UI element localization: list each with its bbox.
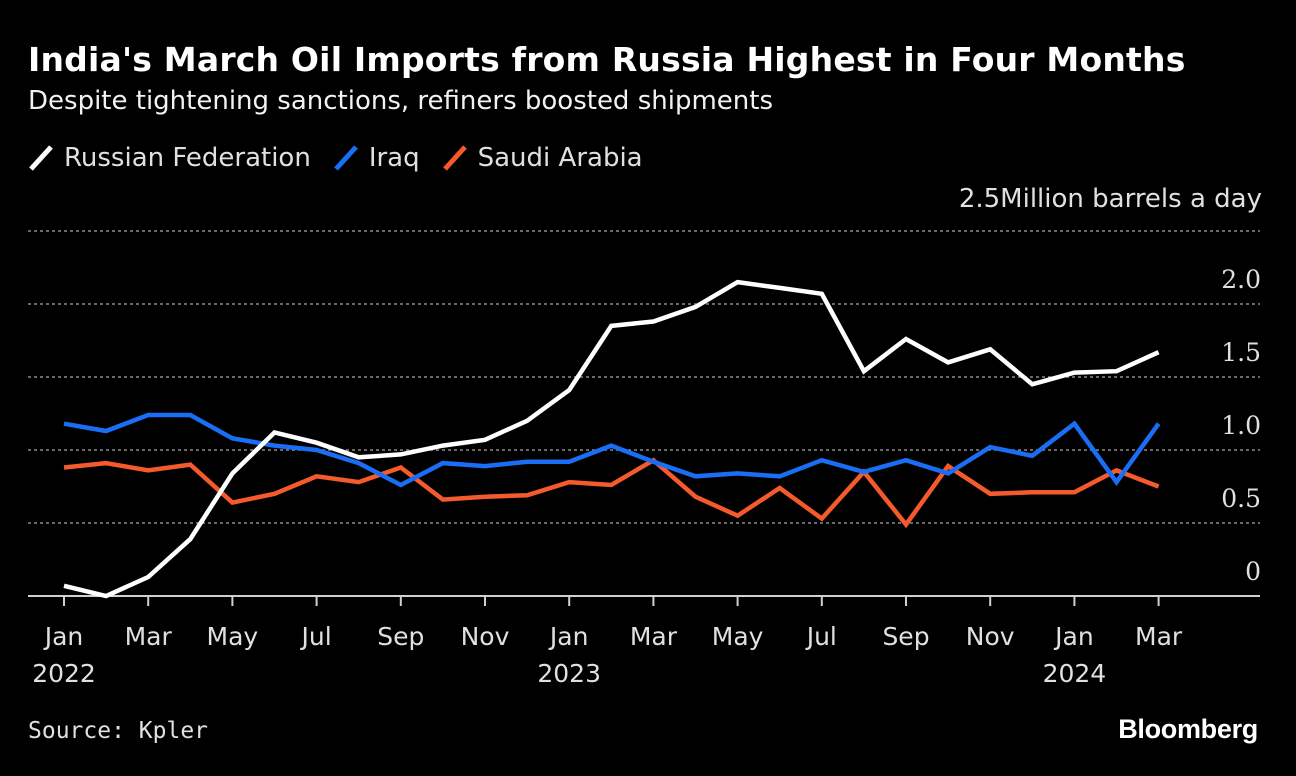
x-tick-label-2022-03: Mar (125, 622, 173, 651)
legend-item-russian-federation: Russian Federation (28, 143, 311, 173)
x-tick-label-2022-05: May (207, 622, 259, 651)
y-tick-label-2.0: 2.0 (1221, 265, 1261, 294)
y-tick-label-1.0: 1.0 (1221, 411, 1261, 440)
y-axis-unit-label: 2.5Million barrels a day (959, 184, 1262, 214)
x-axis-tick-labels: Jan 2022 Mar May Jul Sep Nov Jan 2023 Mar May Jul Se… (32, 596, 1183, 688)
y-tick-label-0: 0 (1245, 557, 1261, 586)
chart-subtitle: Despite tightening sanctions, refiners b… (28, 86, 773, 116)
series-line-russian-federation (63, 279, 1160, 599)
series-line-saudi-arabia (63, 457, 1160, 529)
x-tick-label-2024-01: Jan (1053, 622, 1094, 651)
x-year-label-2022: 2022 (32, 659, 96, 688)
x-year-label-2023: 2023 (537, 659, 601, 688)
grid-lines (28, 230, 1260, 524)
legend-label-saudi-arabia: Saudi Arabia (477, 143, 643, 173)
x-tick-label-2023-01: Jan (548, 622, 589, 651)
y-tick-label-top: 2.5 (958, 184, 1001, 214)
legend-label-iraq: Iraq (368, 143, 420, 173)
legend-swatch-saudi-arabia (442, 145, 467, 171)
x-tick-label-2023-05: May (712, 622, 764, 651)
chart-title: India's March Oil Imports from Russia Hi… (28, 40, 1186, 79)
x-tick-label-2024-03: Mar (1135, 622, 1183, 651)
bloomberg-logo: Bloomberg (1118, 714, 1258, 744)
x-tick-label-2023-09: Sep (882, 622, 929, 651)
source-note: Source: Kpler (28, 718, 209, 744)
y-axis-tick-labels: 0 0.5 1.0 1.5 2.0 (1221, 265, 1261, 586)
x-tick-label-2022-01: Jan (43, 622, 84, 651)
x-tick-label-2023-03: Mar (630, 622, 678, 651)
series-line-iraq (63, 412, 1161, 488)
y-tick-label-1.5: 1.5 (1221, 338, 1261, 367)
x-tick-label-2022-09: Sep (377, 622, 424, 651)
x-tick-label-2022-11: Nov (461, 622, 510, 651)
x-tick-label-2022-07: Jul (300, 622, 332, 651)
y-axis-unit: Million barrels a day (1000, 184, 1262, 214)
x-tick-label-2023-07: Jul (805, 622, 837, 651)
x-year-label-2024: 2024 (1043, 659, 1107, 688)
legend-item-iraq: Iraq (333, 143, 420, 173)
y-tick-label-0.5: 0.5 (1221, 484, 1261, 513)
legend: Russian Federation Iraq Saudi Arabia (28, 140, 665, 176)
legend-item-saudi-arabia: Saudi Arabia (442, 143, 643, 173)
legend-swatch-russian-federation (29, 145, 53, 171)
legend-swatch-iraq (333, 145, 358, 171)
series-lines (63, 279, 1161, 599)
legend-label-russian-federation: Russian Federation (64, 143, 311, 173)
x-tick-label-2023-11: Nov (966, 622, 1015, 651)
